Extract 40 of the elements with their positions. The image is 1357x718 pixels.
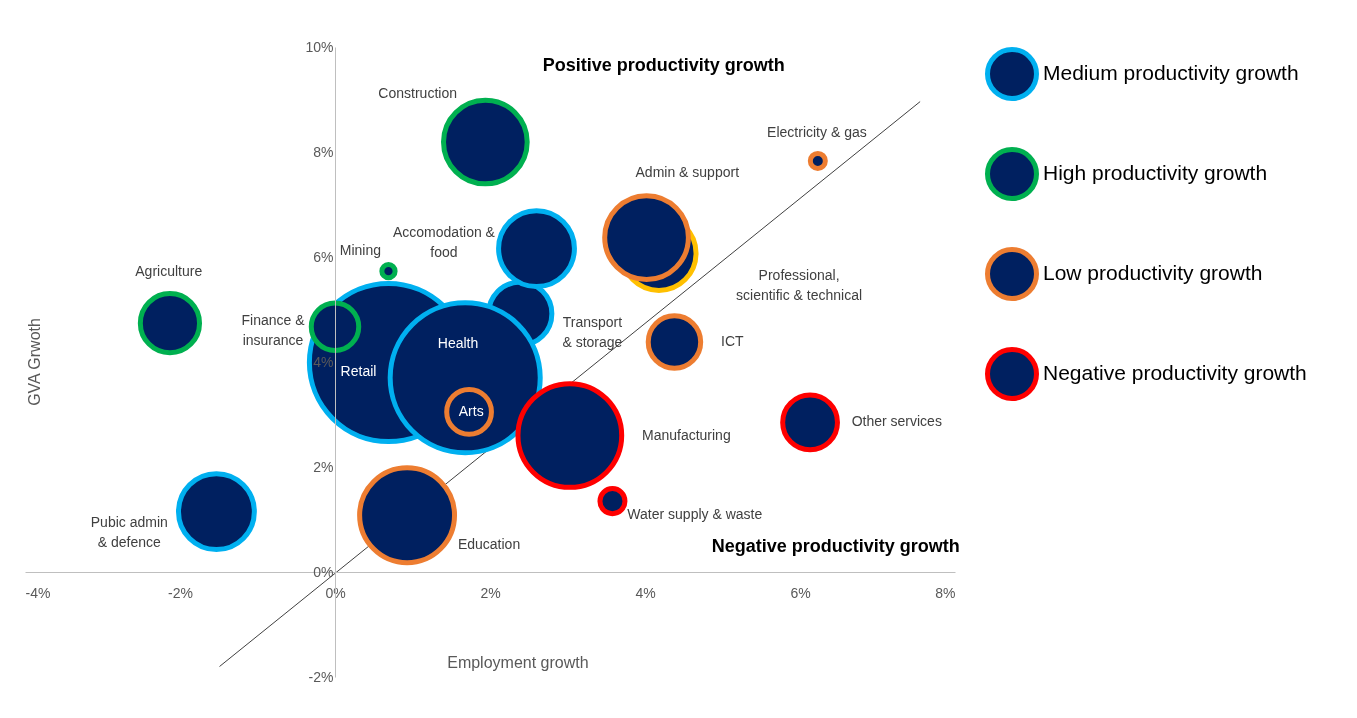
- annotation: Positive productivity growth: [542, 54, 785, 75]
- annotation: Retail: [340, 362, 377, 379]
- annotation: Manufacturing: [641, 426, 731, 443]
- annotation: Professional, scientific & technical: [736, 266, 863, 303]
- annotation: Accomodation & food: [392, 224, 496, 261]
- x-tick-label: 8%: [935, 584, 956, 601]
- x-tick-label: -4%: [25, 584, 51, 601]
- x-tick-label: -2%: [168, 584, 193, 601]
- annotation: Admin & support: [635, 164, 740, 181]
- x-tick-label: 0%: [325, 584, 346, 601]
- legend-label: High productivity growth: [1043, 161, 1268, 184]
- annotation: Water supply & waste: [627, 506, 763, 523]
- x-tick-label: 6%: [790, 584, 811, 601]
- y-tick-label: 4%: [313, 353, 334, 370]
- annotation: Education: [457, 536, 521, 553]
- annotation: Health: [437, 334, 479, 351]
- y-axis-title: GVA Grwoth: [26, 318, 43, 406]
- annotation: Electricity & gas: [767, 123, 867, 140]
- x-tick-label: 2%: [480, 584, 501, 601]
- legend-label: Negative productivity growth: [1043, 361, 1307, 384]
- annotation: Negative productivity growth: [711, 536, 960, 557]
- annotation: Construction: [378, 85, 457, 102]
- annotation: Agriculture: [135, 263, 203, 280]
- x-tick-label: 4%: [635, 584, 656, 601]
- y-tick-label: 2%: [313, 458, 334, 475]
- annotation: Finance & insurance: [241, 312, 306, 349]
- y-tick-label: 0%: [313, 563, 334, 580]
- legend-label: Medium productivity growth: [1043, 61, 1299, 84]
- annotation: Pubic admin & defence: [90, 513, 168, 550]
- annotation: Other services: [851, 412, 942, 429]
- annotation: Arts: [458, 403, 484, 420]
- y-tick-label: 10%: [305, 38, 334, 55]
- x-axis-title: Employment growth: [447, 654, 589, 671]
- y-tick-label: 8%: [313, 143, 334, 160]
- annotation: ICT: [721, 332, 745, 349]
- annotation: Mining: [339, 242, 381, 259]
- y-tick-label: 6%: [313, 248, 334, 265]
- legend-label: Low productivity growth: [1043, 261, 1263, 284]
- annotation: Transport & storage: [562, 313, 623, 350]
- y-tick-label: -2%: [308, 668, 334, 685]
